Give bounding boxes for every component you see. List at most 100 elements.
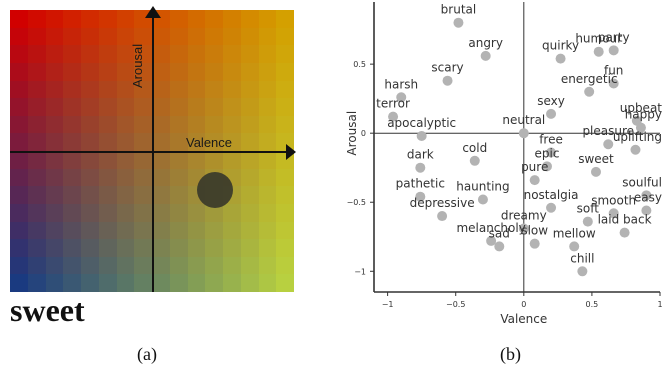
grid-cell xyxy=(10,168,28,187)
grid-cell xyxy=(152,98,170,116)
grid-cell xyxy=(27,256,46,275)
point-label: pure xyxy=(521,160,548,174)
point-label: dreamy xyxy=(501,208,547,222)
grid-cell xyxy=(276,168,294,187)
grid-cell xyxy=(116,98,135,116)
grid-cell xyxy=(258,151,277,169)
grid-cell xyxy=(45,186,64,204)
grid-cell xyxy=(276,45,294,63)
grid-cell xyxy=(240,256,259,275)
grid-cell xyxy=(240,221,259,240)
point-label: laid back xyxy=(598,213,652,227)
point-label: scary xyxy=(431,61,463,75)
point-angry xyxy=(480,50,491,61)
point-label: fun xyxy=(604,63,623,77)
grid-cell xyxy=(81,45,99,63)
grid-cell xyxy=(152,274,170,292)
grid-cell xyxy=(98,27,117,46)
grid-cell xyxy=(98,221,117,240)
point-label: mellow xyxy=(553,226,596,240)
grid-cell xyxy=(27,203,46,222)
y-axis-label: Arousal xyxy=(345,111,359,156)
grid-cell xyxy=(187,45,206,63)
mood-word: sweet xyxy=(10,292,85,328)
grid-cell xyxy=(98,274,117,292)
grid-cell xyxy=(45,168,64,187)
grid-cell xyxy=(223,274,241,292)
grid-cell xyxy=(223,221,241,240)
point-mellow xyxy=(569,241,580,252)
point-label: sexy xyxy=(537,94,565,108)
grid-cell xyxy=(169,98,188,116)
grid-cell xyxy=(240,203,259,222)
grid-cell xyxy=(187,151,206,169)
grid-cell xyxy=(81,98,99,116)
grid-cell xyxy=(45,256,64,275)
grid-cell xyxy=(152,115,170,134)
grid-cell xyxy=(205,80,223,99)
grid-cell xyxy=(258,27,277,46)
point-label: apocalyptic xyxy=(387,116,456,130)
grid-cell xyxy=(27,98,46,116)
grid-cell xyxy=(116,151,135,169)
grid-cell xyxy=(223,80,241,99)
grid-cell xyxy=(169,80,188,99)
grid-cell xyxy=(98,133,117,151)
grid-cell xyxy=(63,239,81,257)
arousal-axis-line xyxy=(152,10,154,292)
grid-cell xyxy=(98,45,117,63)
arousal-axis-label: Arousal xyxy=(130,43,145,88)
point-label: cold xyxy=(462,141,487,155)
arousal-arrowhead xyxy=(145,6,161,18)
grid-cell xyxy=(258,133,277,151)
grid-cell xyxy=(10,98,28,116)
grid-cell xyxy=(169,274,188,292)
grid-cell xyxy=(258,115,277,134)
grid-cell xyxy=(240,27,259,46)
grid-cell xyxy=(27,133,46,151)
point-label: angry xyxy=(468,36,503,50)
point-label: melancholy xyxy=(456,221,525,235)
grid-cell xyxy=(240,98,259,116)
caption-a: (a) xyxy=(137,344,157,364)
grid-cell xyxy=(240,274,259,292)
color-gradient-grid xyxy=(10,10,294,292)
grid-cell xyxy=(10,239,28,257)
grid-cell xyxy=(152,239,170,257)
x-tick-label: 0.5 xyxy=(586,300,599,309)
grid-cell xyxy=(240,62,259,81)
grid-cell xyxy=(258,98,277,116)
point-pathetic xyxy=(415,191,426,202)
grid-cell xyxy=(10,45,28,63)
grid-cell xyxy=(134,221,152,240)
grid-cell xyxy=(223,115,241,134)
grid-cell xyxy=(63,10,81,28)
grid-cell xyxy=(258,239,277,257)
grid-cell xyxy=(10,151,28,169)
grid-cell xyxy=(27,274,46,292)
point-quirky xyxy=(555,53,566,64)
grid-cell xyxy=(45,221,64,240)
grid-cell xyxy=(45,10,64,28)
point-label: upbeat xyxy=(620,101,662,115)
grid-cell xyxy=(276,221,294,240)
grid-cell xyxy=(258,80,277,99)
grid-cell xyxy=(27,45,46,63)
grid-cell xyxy=(205,115,223,134)
grid-cell xyxy=(116,115,135,134)
grid-cell xyxy=(187,10,206,28)
grid-cell xyxy=(152,221,170,240)
grid-cell xyxy=(205,45,223,63)
grid-cell xyxy=(81,274,99,292)
point-label: free xyxy=(539,133,563,147)
grid-cell xyxy=(81,115,99,134)
grid-cell xyxy=(45,27,64,46)
point-label: haunting xyxy=(456,179,509,193)
grid-cell xyxy=(116,133,135,151)
grid-cell xyxy=(98,256,117,275)
grid-cell xyxy=(223,98,241,116)
grid-cell xyxy=(240,133,259,151)
grid-cell xyxy=(116,203,135,222)
grid-cell xyxy=(223,27,241,46)
grid-cell xyxy=(169,256,188,275)
